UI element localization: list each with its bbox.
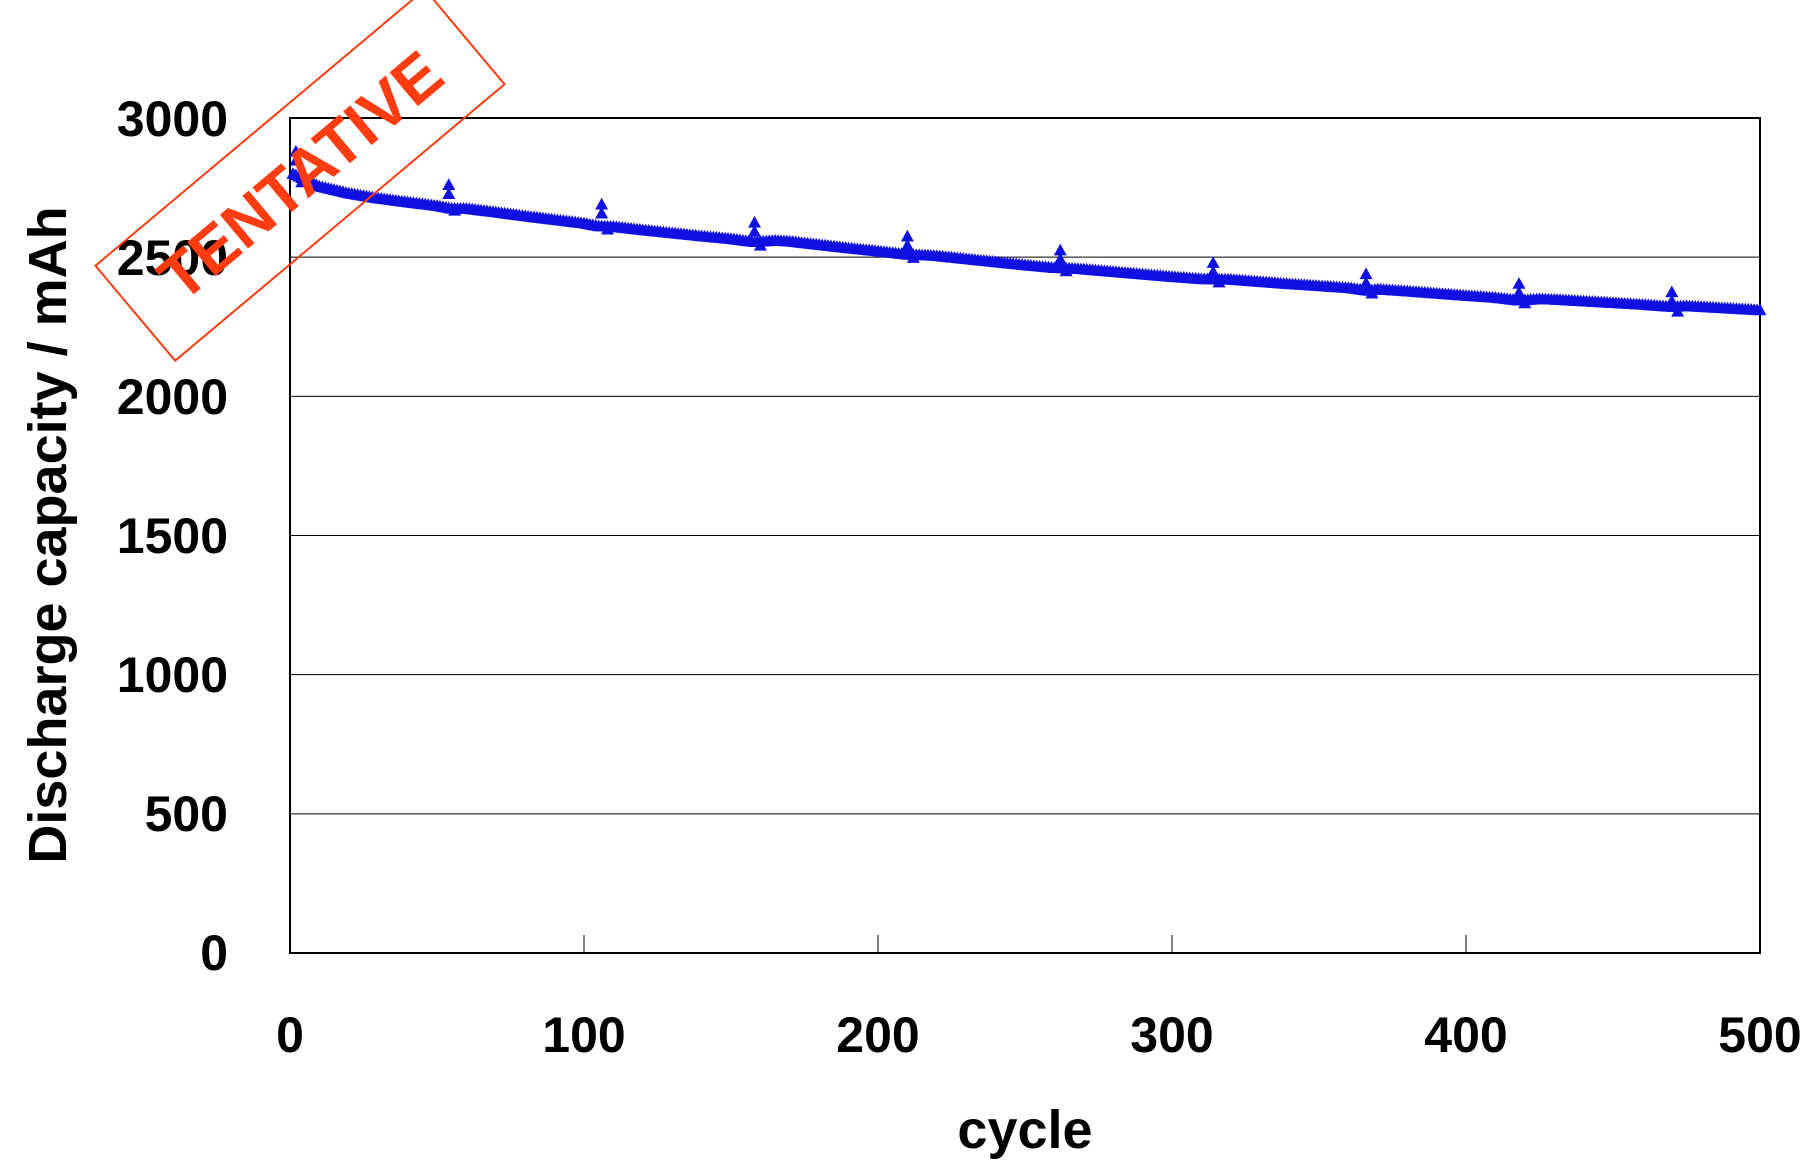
- data-point-spike: [1359, 276, 1373, 289]
- x-tick-marks: [583, 935, 1467, 953]
- data-point-spike: [1512, 277, 1526, 289]
- data-point-spike: [595, 206, 609, 219]
- data-point-spike: [748, 215, 762, 228]
- y-tick-label: 1500: [117, 508, 228, 564]
- data-point-spike: [1665, 285, 1679, 298]
- data-point-spike: [1053, 252, 1067, 265]
- data-point-spike: [900, 238, 914, 251]
- data-point-dip: [295, 175, 309, 188]
- data-point-dip: [1212, 275, 1226, 288]
- data-point-spike: [1206, 256, 1220, 268]
- x-tick-label: 300: [1130, 1007, 1213, 1063]
- data-point-dip: [448, 203, 462, 216]
- y-axis-title: Discharge capacity / mAh: [18, 206, 78, 863]
- data-point-spike: [1665, 294, 1679, 307]
- y-tick-label: 500: [145, 786, 228, 842]
- data-point-dip: [753, 238, 767, 251]
- x-tick-label: 500: [1718, 1007, 1801, 1063]
- data-point-dip: [906, 251, 920, 263]
- tentative-stamp: TENTATIVE: [94, 0, 506, 363]
- y-tick-label: 0: [200, 925, 228, 981]
- data-point-spike: [1359, 267, 1373, 280]
- data-point-spike: [442, 178, 456, 190]
- data-point-dip: [1518, 296, 1532, 309]
- data-point-dip: [1671, 304, 1685, 317]
- y-tick-label: 1000: [117, 647, 228, 703]
- data-point-spike: [900, 229, 914, 242]
- data-point-spike: [1512, 286, 1526, 298]
- data-point-spike: [1053, 243, 1067, 256]
- gridlines: [290, 256, 1760, 815]
- x-tick-label: 100: [542, 1007, 625, 1063]
- data-point-spike: [442, 187, 456, 199]
- data-point-spike: [595, 197, 609, 210]
- data-point-spike: [289, 153, 303, 166]
- data-point-spike: [748, 224, 762, 237]
- x-tick-label: 0: [276, 1007, 304, 1063]
- y-tick-labels: 0 500 1000 1500 2000 2500 3000: [117, 91, 228, 981]
- data-markers: [286, 144, 1767, 317]
- y-tick-label: 2000: [117, 369, 228, 425]
- data-point: [1753, 303, 1767, 316]
- data-point-dip: [1365, 286, 1379, 299]
- stamp-text: TENTATIVE: [145, 37, 456, 315]
- data-point-spike: [1206, 265, 1220, 277]
- data-point-spike: [289, 144, 303, 157]
- x-tick-labels: 0 100 200 300 400 500: [276, 1007, 1802, 1063]
- x-tick-label: 200: [836, 1007, 919, 1063]
- data-point-dip: [1059, 264, 1073, 277]
- plot-area-frame: [289, 117, 1761, 954]
- y-tick-label: 2500: [117, 230, 228, 286]
- x-axis-title: cycle: [957, 1100, 1092, 1160]
- stamp-border: [94, 0, 506, 363]
- x-tick-label: 400: [1424, 1007, 1507, 1063]
- y-tick-label: 3000: [117, 91, 228, 147]
- data-point-dip: [601, 222, 615, 235]
